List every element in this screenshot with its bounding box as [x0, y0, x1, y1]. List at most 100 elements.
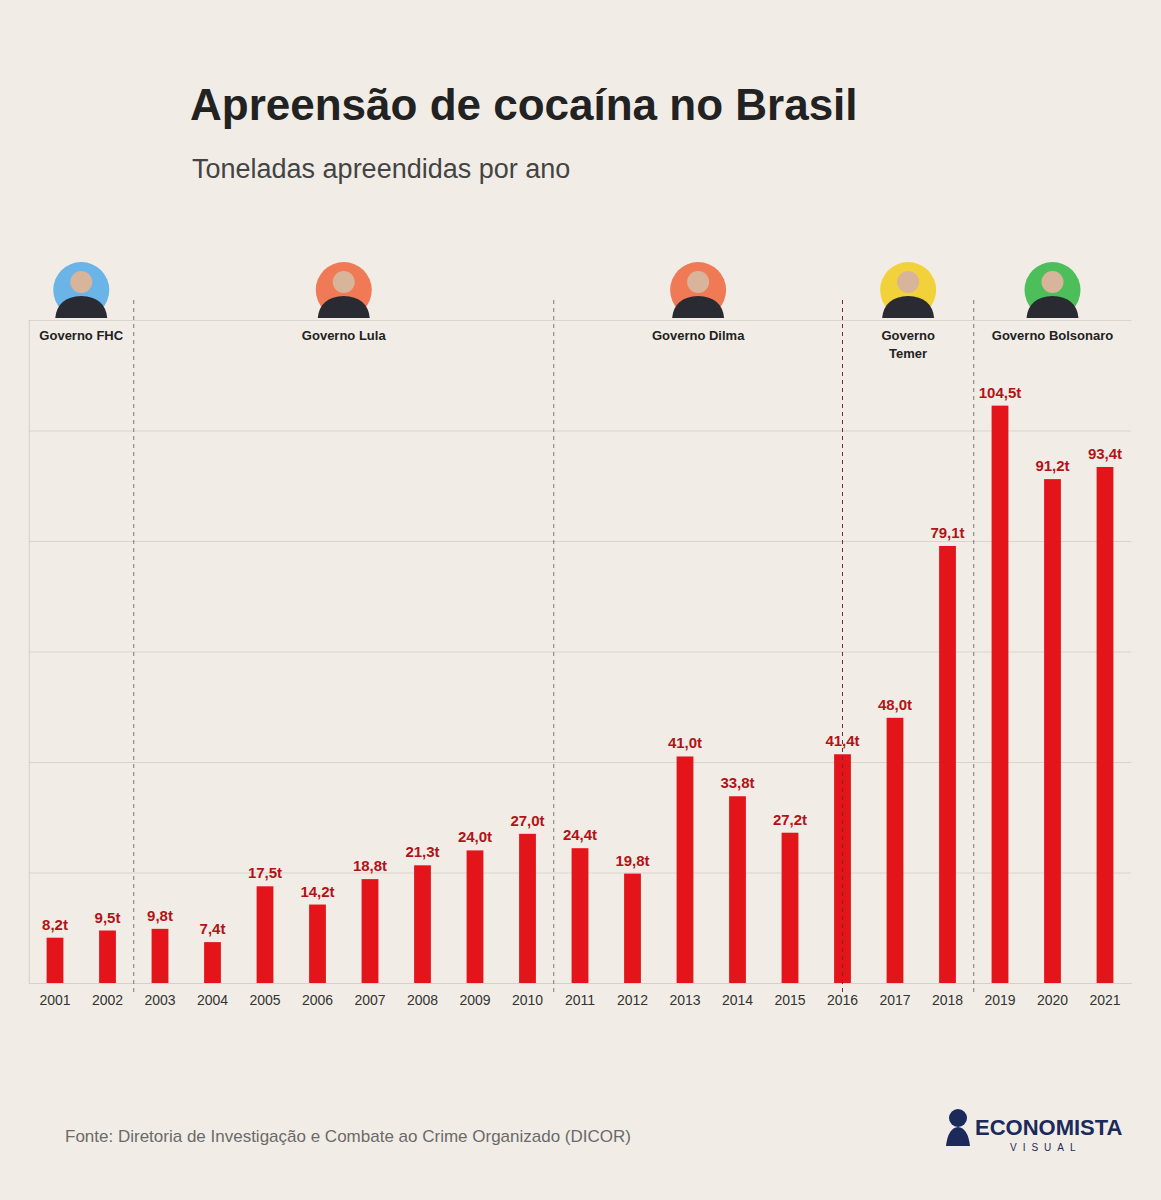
bar [362, 879, 379, 983]
x-tick-label: 2009 [459, 992, 490, 1008]
x-tick-label: 2011 [565, 992, 595, 1008]
grid-line [29, 431, 1132, 432]
data-label: 91,2t [1035, 457, 1069, 474]
bar [939, 546, 956, 983]
data-label: 7,4t [200, 920, 226, 937]
bar [519, 834, 536, 983]
data-label: 9,8t [147, 907, 173, 924]
bar [624, 874, 641, 983]
x-tick-label: 2010 [512, 992, 543, 1008]
x-tick: 2015 [774, 983, 805, 1008]
x-tick-label: 2013 [669, 992, 700, 1008]
x-tick-label: 2016 [827, 992, 858, 1008]
bar [414, 865, 431, 983]
x-tick-label: 2018 [932, 992, 963, 1008]
portrait [670, 262, 726, 318]
logo-icon [949, 1109, 967, 1127]
portrait-head [70, 271, 92, 293]
bar [152, 929, 169, 983]
data-label: 24,4t [563, 826, 597, 843]
bars [47, 406, 1114, 983]
bar [782, 833, 799, 983]
period-label: Governo FHC [39, 328, 123, 343]
y-tick [29, 652, 1132, 653]
x-tick-label: 2019 [984, 992, 1015, 1008]
x-axis-line [29, 983, 1132, 984]
data-label: 8,2t [42, 916, 68, 933]
portrait-body [55, 296, 107, 318]
portrait-circle [880, 262, 936, 318]
x-tick: 2018 [932, 983, 963, 1008]
data-label: 19,8t [615, 852, 649, 869]
portrait [1025, 262, 1081, 318]
period-label: Governo Lula [302, 328, 387, 343]
portrait-body [882, 296, 934, 318]
chart: Apreensão de cocaína no BrasilToneladas … [0, 0, 1161, 1200]
data-label: 24,0t [458, 828, 492, 845]
data-label: 17,5t [248, 864, 282, 881]
x-tick-label: 2014 [722, 992, 753, 1008]
portrait-circle [53, 262, 109, 318]
portrait-body [1027, 296, 1079, 318]
y-tick [29, 320, 1132, 321]
bar [1044, 479, 1061, 983]
period-divider [553, 300, 554, 992]
x-tick-label: 2003 [144, 992, 175, 1008]
grid-line [29, 541, 1132, 542]
portrait-head [1042, 271, 1064, 293]
period-divider [133, 300, 134, 992]
grid-line [29, 983, 1132, 984]
x-tick: 2002 [92, 983, 123, 1008]
title: Apreensão de cocaína no Brasil [190, 80, 858, 129]
portrait-circle [1025, 262, 1081, 318]
x-tick-label: 2008 [407, 992, 438, 1008]
source: Fonte: Diretoria de Investigação e Comba… [65, 1127, 631, 1146]
bar [309, 905, 326, 983]
bar [204, 942, 221, 983]
portrait-head [333, 271, 355, 293]
x-tick-label: 2001 [39, 992, 70, 1008]
x-tick: 2020 [1037, 983, 1068, 1008]
data-label: 27,2t [773, 811, 807, 828]
bar [887, 718, 904, 983]
x-tick-label: 2004 [197, 992, 228, 1008]
y-axis [29, 321, 1132, 984]
x-tick-label: 2015 [774, 992, 805, 1008]
x-tick: 2010 [512, 983, 543, 1008]
bar [992, 406, 1009, 983]
x-tick: 2003 [144, 983, 175, 1008]
period-label: Governo Dilma [652, 328, 745, 343]
x-tick: 2006 [302, 983, 333, 1008]
y-tick [29, 431, 1132, 432]
x-tick-label: 2017 [879, 992, 910, 1008]
logo-icon [946, 1127, 970, 1146]
x-tick: 2005 [249, 983, 280, 1008]
background [0, 0, 1161, 1200]
data-label: 27,0t [510, 812, 544, 829]
data-labels: 8,2t9,5t9,8t7,4t17,5t14,2t18,8t21,3t24,0… [42, 384, 1122, 937]
period-label: GovernoTemer [881, 328, 935, 361]
data-label: 21,3t [405, 843, 439, 860]
data-label: 41,0t [668, 734, 702, 751]
y-tick [29, 541, 1132, 542]
portrait-head [897, 271, 919, 293]
credit: ECONOMISTA [975, 1115, 1123, 1140]
data-label: 104,5t [979, 384, 1022, 401]
grid-line [29, 762, 1132, 763]
bar [99, 931, 116, 983]
x-tick-label: 2007 [354, 992, 385, 1008]
x-tick-label: 2002 [92, 992, 123, 1008]
bar [257, 886, 274, 983]
credit: VISUAL [1010, 1142, 1082, 1153]
period-divider [842, 300, 843, 992]
period-label: Governo Bolsonaro [992, 328, 1113, 343]
x-tick: 2017 [879, 983, 910, 1008]
x-tick-label: 2021 [1089, 992, 1120, 1008]
portrait-body [318, 296, 370, 318]
grid-line [29, 320, 1132, 321]
x-tick: 2011 [565, 983, 595, 1008]
period-divider [973, 300, 974, 992]
data-label: 79,1t [930, 524, 964, 541]
x-tick: 2004 [197, 983, 228, 1008]
x-tick-label: 2006 [302, 992, 333, 1008]
